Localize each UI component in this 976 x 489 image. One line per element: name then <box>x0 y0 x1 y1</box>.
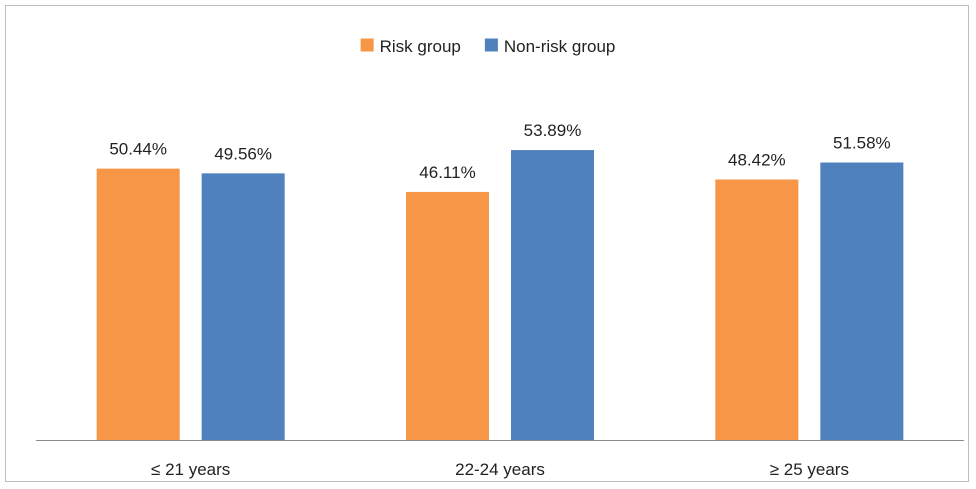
data-label-non-risk-0: 49.56% <box>214 144 272 163</box>
data-labels: 50.44% 49.56% 46.11% 53.89% 48.42% 51.58% <box>109 121 890 182</box>
data-label-non-risk-1: 53.89% <box>524 121 582 140</box>
bar-non-risk-1 <box>511 150 594 441</box>
bar-non-risk-2 <box>820 162 904 440</box>
bar-non-risk-0 <box>201 173 285 441</box>
chart-frame: Risk group Non-risk group 50.44% 49.56% 46.… <box>5 5 969 482</box>
bar-risk-2 <box>715 179 799 440</box>
bars <box>96 150 904 441</box>
legend-swatch-non-risk <box>484 38 498 52</box>
data-label-risk-1: 46.11% <box>419 163 475 182</box>
x-tick-label-1: 22-24 years <box>455 460 545 479</box>
legend-label-non-risk: Non-risk group <box>504 37 616 56</box>
legend: Risk group Non-risk group <box>360 37 616 56</box>
bar-chart: Risk group Non-risk group 50.44% 49.56% 46.… <box>36 37 964 479</box>
x-tick-label-2: ≥ 25 years <box>770 460 849 479</box>
legend-label-risk: Risk group <box>380 37 461 56</box>
x-axis-tick-labels: ≤ 21 years 22-24 years ≥ 25 years <box>151 460 849 479</box>
legend-swatch-risk <box>360 38 374 52</box>
x-tick-label-0: ≤ 21 years <box>151 460 230 479</box>
data-label-risk-0: 50.44% <box>109 140 167 159</box>
bar-risk-0 <box>96 168 180 440</box>
data-label-non-risk-2: 51.58% <box>833 133 891 152</box>
bar-risk-1 <box>406 191 489 440</box>
data-label-risk-2: 48.42% <box>728 151 786 170</box>
